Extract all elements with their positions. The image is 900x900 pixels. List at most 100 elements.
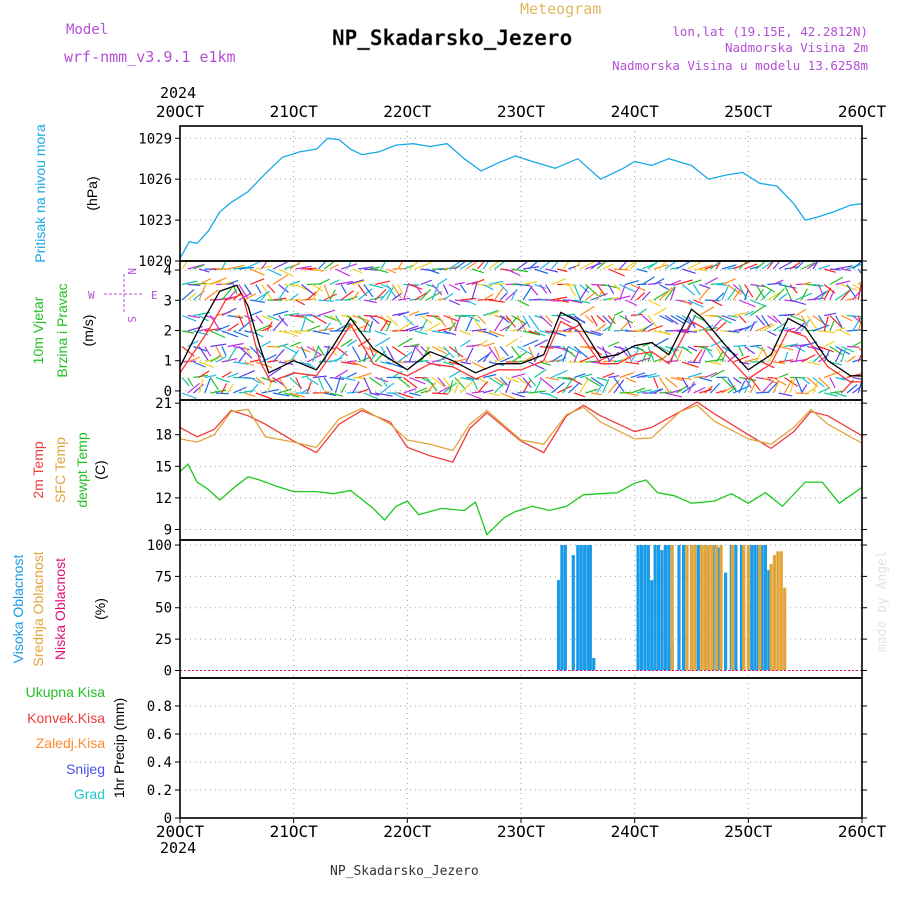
cloud-bar <box>750 545 754 671</box>
y-tick-label: 2 <box>164 324 172 340</box>
wind-barb <box>368 346 375 358</box>
wind-barb <box>608 296 619 301</box>
y-axis-label: (hPa) <box>84 176 100 210</box>
wind-barb <box>846 355 856 363</box>
wind-barb <box>625 361 640 365</box>
wind-barb <box>693 375 708 379</box>
time-tick-label-top: 23OCT <box>497 102 546 121</box>
wind-barb <box>687 372 702 379</box>
wind-barb <box>744 320 758 332</box>
y-tick-label: 100 <box>147 538 172 554</box>
wind-barb <box>624 346 632 357</box>
wind-barb <box>823 287 832 301</box>
wind-barb <box>841 314 853 322</box>
time-tick-label-bottom: 22OCT <box>383 822 432 841</box>
wind-barb <box>278 343 289 348</box>
wind-barb <box>482 261 489 270</box>
wind-barb <box>590 261 601 270</box>
wind-barb <box>216 392 230 395</box>
wind-barb <box>312 344 320 363</box>
wind-barb <box>335 346 348 356</box>
wind-barb <box>363 299 377 304</box>
wind-barb <box>227 264 245 270</box>
y-tick-label: 4 <box>164 263 172 279</box>
wind-barb <box>585 284 599 297</box>
wind-barb <box>704 277 718 286</box>
wind-barb <box>772 376 787 386</box>
wind-barb <box>414 346 425 358</box>
wind-barb <box>335 268 351 277</box>
wind-barb <box>323 322 331 332</box>
wind-barb <box>681 361 699 368</box>
wind-barb <box>312 285 322 301</box>
wind-barb <box>676 330 689 334</box>
cloud-bar <box>656 545 661 671</box>
wind-barb <box>494 346 501 359</box>
wind-barb <box>647 375 660 379</box>
wind-barb <box>181 330 194 334</box>
wind-barb <box>289 280 301 286</box>
wind-barb <box>386 315 399 327</box>
wind-barb <box>545 268 558 273</box>
wind-barb <box>238 292 252 301</box>
wind-barb <box>744 377 752 394</box>
wind-barb <box>556 385 572 394</box>
wind-barb <box>425 382 437 394</box>
wind-barb <box>636 292 646 301</box>
wind-barb <box>761 380 774 394</box>
wind-barb <box>397 377 411 388</box>
cloud-bar <box>663 545 667 671</box>
wind-barb <box>312 330 330 335</box>
wind-barb <box>261 325 273 332</box>
wind-barb <box>800 315 809 327</box>
wind-barb <box>289 392 306 398</box>
wind-barb <box>198 327 211 332</box>
wind-barb <box>346 296 358 301</box>
wind-barb <box>369 353 377 363</box>
wind-barb <box>505 338 518 347</box>
wind-barb <box>818 345 834 353</box>
wind-barb <box>255 361 272 369</box>
wind-barb <box>341 361 358 365</box>
wind-barb <box>249 346 262 359</box>
wind-barb <box>636 268 648 273</box>
coords-text: lon,lat (19.15E, 42.2812N) <box>672 24 868 39</box>
wind-barb <box>221 261 227 270</box>
wind-barb <box>244 361 255 367</box>
wind-barb <box>409 392 421 397</box>
wind-barb <box>351 346 361 361</box>
wind-barb <box>573 261 581 270</box>
wind-barb <box>392 392 406 400</box>
wind-barb <box>573 392 586 398</box>
wind-barb <box>761 283 775 293</box>
wind-barb <box>232 386 247 394</box>
meteogram-label: Meteogram <box>520 0 601 18</box>
wind-barb <box>494 286 505 301</box>
wind-barb <box>340 338 353 348</box>
wind-barb <box>681 268 696 274</box>
wind-barb <box>846 284 856 297</box>
wind-barb <box>744 377 752 389</box>
wind-barb <box>613 310 624 317</box>
cloud-bar <box>769 563 773 671</box>
wind-barb <box>500 355 514 363</box>
wind-barb <box>215 346 223 360</box>
wind-barb <box>227 342 244 348</box>
wind-barb <box>562 346 576 358</box>
cloud-bar <box>767 570 771 671</box>
wind-barb <box>369 315 380 325</box>
wind-barb <box>357 288 373 301</box>
wind-barb <box>357 315 372 328</box>
wind-barb <box>556 357 567 363</box>
y-tick-label: 18 <box>155 428 172 444</box>
wind-barb <box>238 352 247 363</box>
cloud-bar <box>734 545 738 671</box>
wind-barb <box>204 346 212 357</box>
wind-barb <box>306 324 321 332</box>
wind-barb <box>505 315 516 328</box>
wind-barb <box>403 325 419 332</box>
wind-barb <box>522 281 538 286</box>
wind-barb <box>380 361 392 365</box>
wind-barb <box>738 299 756 308</box>
wind-barb <box>710 299 723 307</box>
